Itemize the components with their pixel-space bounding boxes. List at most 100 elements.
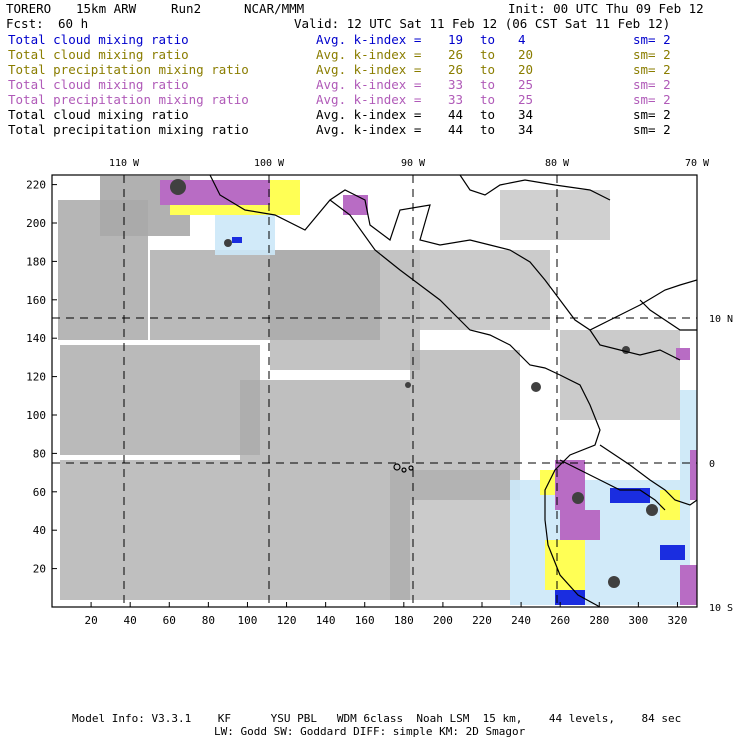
legend-avg-label: Avg. k-index = <box>316 62 422 77</box>
legend-avg-label: Avg. k-index = <box>316 77 422 92</box>
x-tick-label: 60 <box>163 614 176 627</box>
legend-row: Total cloud mixing ratio Avg. k-index = 26… <box>8 47 728 62</box>
lon-label: 100 W <box>254 158 285 169</box>
legend-row: Total precipitation mixing ratio Avg. k-i… <box>8 92 728 107</box>
y-tick-label: 220 <box>26 179 46 192</box>
legend-k-to: 20 <box>518 62 534 77</box>
legend-smoothing: sm= 2 <box>633 62 671 77</box>
cloud-field-gray <box>58 176 680 600</box>
lat-label: 0 <box>709 459 715 470</box>
legend-smoothing: sm= 2 <box>633 47 671 62</box>
legend-to-word: to <box>480 62 496 77</box>
legend-field-name: Total cloud mixing ratio <box>8 107 189 122</box>
legend-k-from: 44 <box>448 107 464 122</box>
model-name: TORERO <box>6 1 52 16</box>
graticule <box>52 175 697 607</box>
x-tick-label: 260 <box>550 614 570 627</box>
x-tick-label: 300 <box>628 614 648 627</box>
init-time: Init: 00 UTC Thu 09 Feb 12 <box>508 1 704 16</box>
legend-k-from: 33 <box>448 92 464 107</box>
fcst-value: 60 h <box>58 16 89 31</box>
y-tick-label: 60 <box>33 486 46 499</box>
y-tick-label: 140 <box>26 332 46 345</box>
lon-label: 110 W <box>109 158 140 169</box>
lat-label: 10 N <box>709 314 733 325</box>
y-tick-label: 80 <box>33 447 46 460</box>
footer-model-info: Model Info: V3.3.1 KF YSU PBL WDM 6class… <box>72 712 682 725</box>
legend-k-from: 26 <box>448 47 464 62</box>
y-tick-label: 100 <box>26 409 46 422</box>
legend-avg-label: Avg. k-index = <box>316 122 422 137</box>
legend-row: Total precipitation mixing ratio Avg. k-i… <box>8 62 728 77</box>
x-tick-label: 140 <box>316 614 336 627</box>
header-line-2: Fcst: 60 h Valid: 12 UTC Sat 11 Feb 12 (… <box>6 17 734 32</box>
cloud-field-dark <box>170 179 658 588</box>
legend-avg-label: Avg. k-index = <box>316 107 422 122</box>
fcst-label: Fcst: <box>6 16 44 31</box>
legend-k-to: 20 <box>518 47 534 62</box>
header-line-1: TORERO 15km ARW Run2 NCAR/MMM Init: 00 U… <box>6 2 734 17</box>
cloud-field-blue <box>232 237 685 605</box>
footer-physics-info: LW: Godd SW: Goddard DIFF: simple KM: 2D… <box>214 725 526 738</box>
legend-to-word: to <box>480 107 496 122</box>
y-tick-label: 120 <box>26 371 46 384</box>
org-label: NCAR/MMM <box>244 1 305 16</box>
legend-row: Total cloud mixing ratio Avg. k-index = 33… <box>8 77 728 92</box>
y-tick-label: 160 <box>26 294 46 307</box>
legend-avg-label: Avg. k-index = <box>316 32 422 47</box>
legend-avg-label: Avg. k-index = <box>316 92 422 107</box>
x-tick-label: 240 <box>511 614 531 627</box>
x-tick-label: 120 <box>277 614 297 627</box>
x-tick-label: 40 <box>124 614 137 627</box>
legend-k-from: 19 <box>448 32 464 47</box>
x-tick-label: 80 <box>202 614 215 627</box>
y-tick-label: 20 <box>33 563 46 576</box>
legend-k-from: 33 <box>448 77 464 92</box>
y-tick-label: 180 <box>26 255 46 268</box>
x-tick-label: 200 <box>433 614 453 627</box>
model-resolution: 15km ARW <box>76 1 137 16</box>
legend-k-from: 44 <box>448 122 464 137</box>
legend-to-word: to <box>480 77 496 92</box>
legend-row: Total cloud mixing ratio Avg. k-index = 19… <box>8 32 728 47</box>
tick-marks <box>52 184 678 607</box>
legend-avg-label: Avg. k-index = <box>316 47 422 62</box>
lat-label: 10 S <box>709 603 733 614</box>
valid-time: Valid: 12 UTC Sat 11 Feb 12 (06 CST Sat … <box>294 16 671 31</box>
legend-to-word: to <box>480 32 496 47</box>
legend-k-to: 34 <box>518 122 534 137</box>
run-label: Run2 <box>171 1 202 16</box>
legend-row: Total cloud mixing ratio Avg. k-index = 44… <box>8 107 728 122</box>
legend-field-name: Total precipitation mixing ratio <box>8 62 249 77</box>
legend-smoothing: sm= 2 <box>633 77 671 92</box>
legend-to-word: to <box>480 122 496 137</box>
legend-smoothing: sm= 2 <box>633 32 671 47</box>
legend-to-word: to <box>480 92 496 107</box>
x-tick-label: 160 <box>355 614 375 627</box>
legend-k-to: 25 <box>518 77 534 92</box>
x-tick-label: 180 <box>394 614 414 627</box>
x-tick-label: 20 <box>84 614 97 627</box>
legend-field-name: Total precipitation mixing ratio <box>8 92 249 107</box>
legend-row: Total precipitation mixing ratio Avg. k-i… <box>8 122 728 137</box>
tick-labels: 20 40 60 80 100 120 140 160 180 200 220 240 260 280 30… <box>26 158 733 627</box>
legend-k-to: 4 <box>518 32 526 47</box>
legend-field-name: Total precipitation mixing ratio <box>8 122 249 137</box>
plot-frame <box>51 174 698 608</box>
field-layer <box>52 175 697 607</box>
legend-smoothing: sm= 2 <box>633 122 671 137</box>
legend-smoothing: sm= 2 <box>633 107 671 122</box>
y-tick-label: 40 <box>33 524 46 537</box>
legend-field-name: Total cloud mixing ratio <box>8 47 189 62</box>
legend-k-from: 26 <box>448 62 464 77</box>
x-tick-label: 320 <box>668 614 688 627</box>
legend-field-name: Total cloud mixing ratio <box>8 32 189 47</box>
lon-label: 80 W <box>545 158 570 169</box>
x-tick-label: 220 <box>472 614 492 627</box>
y-tick-label: 200 <box>26 217 46 230</box>
legend-k-to: 25 <box>518 92 534 107</box>
legend-field-name: Total cloud mixing ratio <box>8 77 189 92</box>
x-tick-label: 280 <box>589 614 609 627</box>
lon-label: 70 W <box>685 158 710 169</box>
